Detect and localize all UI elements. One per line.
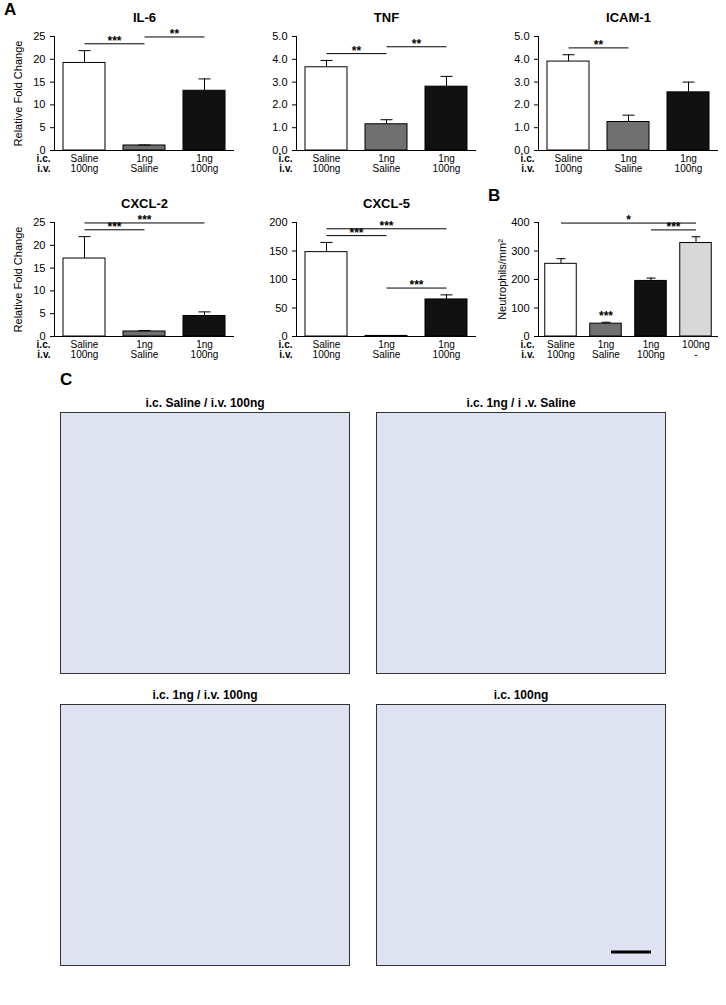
svg-text:i.c.i.v.: i.c.i.v. xyxy=(521,339,535,360)
svg-text:1ngSaline: 1ngSaline xyxy=(373,153,401,174)
svg-text:TNF: TNF xyxy=(374,10,399,25)
svg-text:1ngSaline: 1ngSaline xyxy=(131,153,159,174)
html-text:i.c. 1ng / i .v. Saline: i.c. 1ng / i .v. Saline xyxy=(466,396,576,410)
svg-text:300: 300 xyxy=(511,245,529,257)
svg-text:10: 10 xyxy=(33,98,45,110)
svg-text:5.0: 5.0 xyxy=(514,30,529,42)
svg-text:1.0: 1.0 xyxy=(272,121,287,133)
svg-text:15: 15 xyxy=(33,262,45,274)
svg-text:1ng100ng: 1ng100ng xyxy=(191,339,219,360)
svg-text:***: *** xyxy=(107,220,121,234)
svg-text:4.0: 4.0 xyxy=(514,53,529,65)
svg-text:100: 100 xyxy=(511,302,529,314)
svg-text:1ngSaline: 1ngSaline xyxy=(615,153,643,174)
svg-text:Relative Fold Change: Relative Fold Change xyxy=(12,41,24,147)
svg-text:i.c.i.v.: i.c.i.v. xyxy=(279,153,293,174)
svg-text:CXCL-2: CXCL-2 xyxy=(121,196,168,211)
svg-text:4.0: 4.0 xyxy=(272,53,287,65)
html-text:B: B xyxy=(488,186,501,205)
svg-text:***: *** xyxy=(666,220,680,234)
svg-text:**: ** xyxy=(352,44,362,58)
svg-text:1ngSaline: 1ngSaline xyxy=(131,339,159,360)
svg-text:400: 400 xyxy=(511,216,529,228)
svg-text:0.0: 0.0 xyxy=(272,144,288,156)
html-text:C: C xyxy=(60,370,73,389)
svg-text:2.0: 2.0 xyxy=(514,98,529,110)
svg-text:25: 25 xyxy=(33,216,45,228)
html-text:i.c. 1ng / i.v. 100ng: i.c. 1ng / i.v. 100ng xyxy=(152,688,258,702)
svg-text:10: 10 xyxy=(33,284,45,296)
svg-text:2.0: 2.0 xyxy=(272,98,287,110)
svg-text:100ng-: 100ng- xyxy=(682,339,710,360)
svg-text:3.0: 3.0 xyxy=(514,76,529,88)
svg-text:1ngSaline: 1ngSaline xyxy=(373,339,401,360)
svg-text:0: 0 xyxy=(281,330,288,342)
svg-text:Relative Fold Change: Relative Fold Change xyxy=(12,227,24,333)
svg-text:i.c.i.v.: i.c.i.v. xyxy=(279,339,293,360)
svg-text:CXCL-5: CXCL-5 xyxy=(363,196,410,211)
svg-text:Saline100ng: Saline100ng xyxy=(71,339,99,360)
svg-text:***: *** xyxy=(409,278,423,292)
html-text:i.c. Saline / i.v. 100ng: i.c. Saline / i.v. 100ng xyxy=(145,396,265,410)
svg-text:1ngSaline: 1ngSaline xyxy=(592,339,620,360)
svg-text:***: *** xyxy=(107,34,121,48)
svg-text:Saline100ng: Saline100ng xyxy=(313,339,341,360)
svg-text:200: 200 xyxy=(269,216,287,228)
svg-text:***: *** xyxy=(599,309,613,323)
svg-text:Saline100ng: Saline100ng xyxy=(313,153,341,174)
svg-text:200: 200 xyxy=(511,273,529,285)
svg-text:**: ** xyxy=(412,37,422,51)
html-text:i.c. 100ng: i.c. 100ng xyxy=(493,688,549,702)
svg-text:**: ** xyxy=(594,38,604,52)
svg-text:*: * xyxy=(626,213,631,227)
svg-text:i.c.i.v.: i.c.i.v. xyxy=(37,339,51,360)
svg-text:1ng100ng: 1ng100ng xyxy=(191,153,219,174)
svg-text:1ng100ng: 1ng100ng xyxy=(433,153,461,174)
svg-text:0: 0 xyxy=(39,144,46,156)
svg-text:25: 25 xyxy=(33,30,45,42)
svg-text:Saline100ng: Saline100ng xyxy=(555,153,583,174)
svg-text:i.c.i.v.: i.c.i.v. xyxy=(37,153,51,174)
svg-text:1.0: 1.0 xyxy=(514,121,529,133)
svg-text:**: ** xyxy=(170,27,180,41)
svg-text:0.0: 0.0 xyxy=(514,144,530,156)
svg-text:1ng100ng: 1ng100ng xyxy=(675,153,703,174)
svg-text:1ng100ng: 1ng100ng xyxy=(637,339,665,360)
html-text:A: A xyxy=(4,0,17,19)
svg-text:Neutrophils/mm²: Neutrophils/mm² xyxy=(496,239,508,320)
svg-text:***: *** xyxy=(349,226,363,240)
svg-text:0: 0 xyxy=(39,330,46,342)
svg-text:100: 100 xyxy=(269,273,287,285)
svg-text:20: 20 xyxy=(33,53,45,65)
svg-text:ICAM-1: ICAM-1 xyxy=(606,10,651,25)
svg-text:5.0: 5.0 xyxy=(272,30,287,42)
svg-text:5: 5 xyxy=(39,307,45,319)
svg-text:***: *** xyxy=(137,213,151,227)
svg-text:3.0: 3.0 xyxy=(272,76,287,88)
svg-text:50: 50 xyxy=(275,302,287,314)
svg-text:150: 150 xyxy=(269,245,287,257)
svg-text:Saline100ng: Saline100ng xyxy=(71,153,99,174)
svg-text:0: 0 xyxy=(523,330,530,342)
svg-text:15: 15 xyxy=(33,76,45,88)
svg-text:1ng100ng: 1ng100ng xyxy=(433,339,461,360)
svg-text:i.c.i.v.: i.c.i.v. xyxy=(521,153,535,174)
svg-text:20: 20 xyxy=(33,239,45,251)
svg-text:5: 5 xyxy=(39,121,45,133)
svg-text:IL-6: IL-6 xyxy=(133,10,156,25)
svg-text:***: *** xyxy=(379,219,393,233)
svg-text:Saline100ng: Saline100ng xyxy=(547,339,575,360)
